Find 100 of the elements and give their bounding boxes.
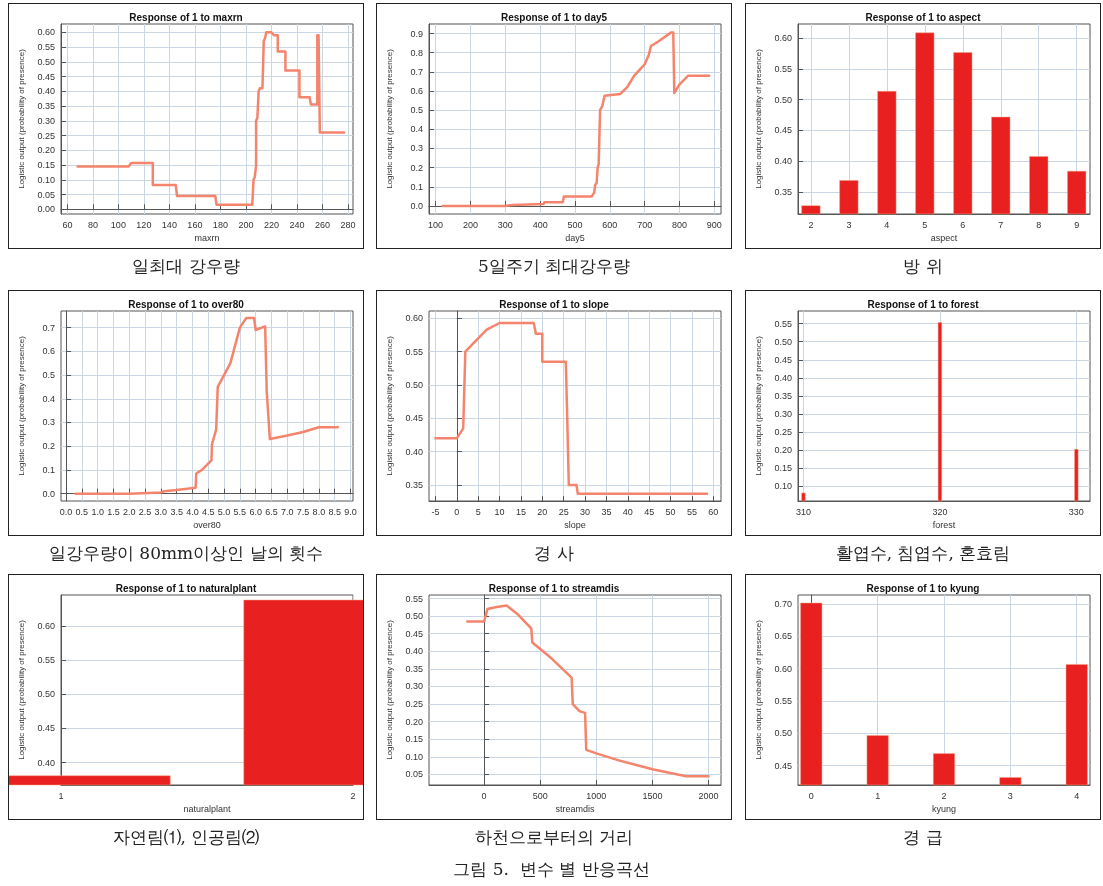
y-tick-label: 0.55 <box>37 42 55 53</box>
y-tick-label: 0.05 <box>37 189 55 200</box>
y-tick-label: 0.50 <box>405 380 423 390</box>
y-tick-label: 0.50 <box>774 336 792 347</box>
x-tick-label: 0.0 <box>59 506 73 517</box>
y-tick-label: 0.4 <box>42 393 55 404</box>
y-tick-label: 0.0 <box>410 200 423 211</box>
chart-title: Response of 1 to maxrn <box>129 11 243 23</box>
y-tick-label: 0.4 <box>410 124 423 135</box>
x-tick-label: 7.0 <box>281 506 294 517</box>
x-tick-label: 6.5 <box>265 506 278 517</box>
y-tick-label: 0.40 <box>405 646 423 657</box>
y-tick-label: 0.45 <box>774 760 792 771</box>
y-tick-label: 0.30 <box>37 115 55 126</box>
x-tick-label: 2.0 <box>123 506 136 517</box>
x-tick-label: 50 <box>665 506 676 517</box>
y-axis-title: Logistic output (probability of presence) <box>753 335 763 476</box>
x-axis-title: over80 <box>193 520 221 531</box>
text: 경 급 <box>902 826 944 849</box>
y-tick-label: 0.25 <box>37 130 55 141</box>
y-tick-label: 0.15 <box>405 734 423 745</box>
y-axis-title: Logistic output (probability of presence) <box>753 619 763 760</box>
y-tick-label: 0.60 <box>37 27 55 38</box>
y-tick-label: 0.55 <box>405 593 423 604</box>
y-tick-label: 0.45 <box>405 628 423 639</box>
y-tick-label: 0.70 <box>774 599 792 610</box>
x-tick-label: 15 <box>515 506 526 517</box>
x-tick-label: 310 <box>795 506 811 517</box>
text: 방 위 <box>902 255 944 278</box>
x-tick-label: 3.0 <box>154 506 168 517</box>
chart-title: Response of 1 to streamdis <box>488 582 620 594</box>
chart-title: Response of 1 to aspect <box>865 11 982 23</box>
x-tick-label: 8.0 <box>312 506 326 517</box>
y-tick-label: 0.40 <box>37 86 55 97</box>
x-tick-label: 0.5 <box>75 506 89 517</box>
y-tick-label: 0.20 <box>37 145 55 156</box>
line-series <box>74 316 340 495</box>
y-tick-label: 0.5 <box>410 105 423 116</box>
y-tick-label: 0.40 <box>37 757 55 768</box>
y-tick-label: 0.00 <box>37 204 55 215</box>
x-tick-label: 4.5 <box>202 506 215 517</box>
y-tick-label: 0.35 <box>774 186 792 197</box>
x-tick-label: 1 <box>58 790 64 801</box>
caption: 그림 5. 변수 별 반응곡선 <box>452 858 651 881</box>
x-tick-label: 40 <box>622 506 633 517</box>
x-tick-label: 3 <box>1007 790 1013 801</box>
x-tick-label: 8 <box>1036 219 1042 230</box>
x-tick-label: 30 <box>580 506 591 517</box>
x-tick-label: 200 <box>238 219 254 230</box>
x-tick-label: 100 <box>428 219 444 230</box>
y-tick-label: 0.05 <box>405 769 423 780</box>
x-tick-label: 20 <box>537 506 548 517</box>
y-tick-label: 0.40 <box>405 446 423 457</box>
chart-title: Response of 1 to slope <box>499 298 610 310</box>
y-tick-label: 0.1 <box>410 181 423 192</box>
x-tick-label: 5 <box>475 506 481 517</box>
y-tick-label: 0.45 <box>774 125 792 136</box>
x-tick-label: 5 <box>922 219 928 230</box>
x-tick-label: 3 <box>846 219 852 230</box>
chart-title: Response of 1 to kyung <box>866 582 980 594</box>
x-tick-label: 7.5 <box>296 506 310 517</box>
y-tick-label: 0.15 <box>774 463 792 474</box>
y-tick-label: 0.9 <box>410 28 423 39</box>
x-tick-label: 300 <box>497 219 513 230</box>
x-tick-label: 220 <box>263 219 279 230</box>
x-tick-label: 4 <box>1074 790 1080 801</box>
y-tick-label: 0.55 <box>774 63 792 74</box>
x-tick-label: 0 <box>454 506 460 517</box>
x-tick-label: 330 <box>1068 506 1084 517</box>
chart-title: Response of 1 to forest <box>867 298 980 310</box>
x-axis-title: naturalplant <box>183 804 232 815</box>
y-tick-label: 0.20 <box>405 716 423 727</box>
x-tick-label: 7 <box>998 219 1004 230</box>
y-tick-label: 0.7 <box>42 322 55 333</box>
chart-title: Response of 1 to naturalplant <box>115 582 257 594</box>
y-tick-label: 0.45 <box>37 71 55 82</box>
y-tick-label: 0.30 <box>774 408 792 419</box>
x-tick-label: 1.0 <box>91 506 104 517</box>
y-tick-label: 0.55 <box>774 318 792 329</box>
text: 5일주기 최대강우량 <box>476 255 632 278</box>
y-tick-label: 0.60 <box>37 621 55 632</box>
y-tick-label: 0.60 <box>774 33 792 44</box>
x-tick-label: 6.0 <box>249 506 262 517</box>
x-tick-label: 5.5 <box>233 506 247 517</box>
x-tick-label: 160 <box>187 219 203 230</box>
x-tick-label: 25 <box>558 506 569 517</box>
x-tick-label: 180 <box>212 219 228 230</box>
y-tick-label: 0.50 <box>774 728 792 739</box>
x-tick-label: 2 <box>808 219 814 230</box>
y-tick-label: 0.20 <box>774 445 792 456</box>
x-axis-title: kyung <box>931 804 957 815</box>
y-axis-title: Logistic output (probability of presence) <box>753 48 763 189</box>
y-tick-label: 0.45 <box>405 413 423 424</box>
x-axis-title: day5 <box>565 233 585 244</box>
x-tick-label: 2 <box>350 790 356 801</box>
x-tick-label: 280 <box>340 219 356 230</box>
y-tick-label: 0.8 <box>410 47 423 58</box>
x-tick-label: 500 <box>532 790 548 801</box>
y-tick-label: 0.2 <box>410 162 423 173</box>
x-tick-label: 9.0 <box>344 506 357 517</box>
